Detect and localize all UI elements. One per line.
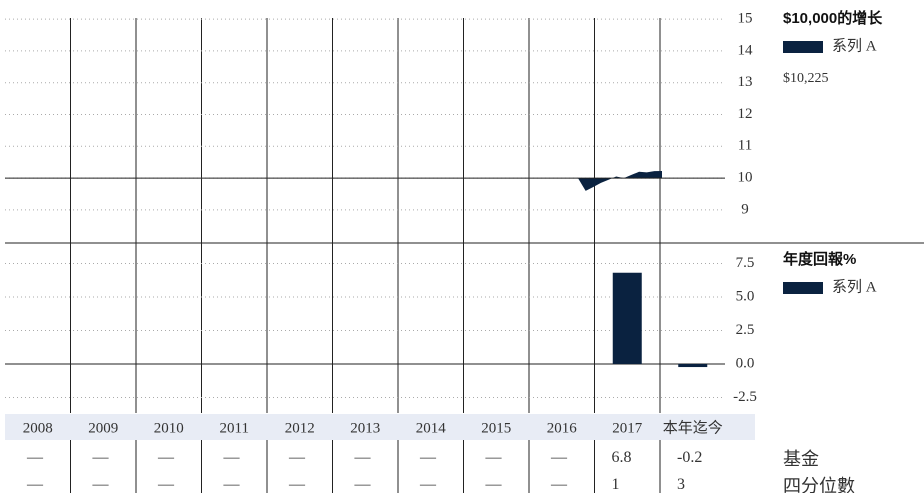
table-cell: — xyxy=(289,476,305,493)
y-tick-label: 14 xyxy=(738,42,754,58)
y-tick-label: -2.5 xyxy=(733,389,757,405)
table-cell: — xyxy=(485,449,502,466)
y-tick-label: 7.5 xyxy=(736,255,755,271)
table-cell: 6.81 xyxy=(611,449,632,493)
x-tick-label: 2009 xyxy=(88,420,118,436)
table-cell: — xyxy=(551,476,567,493)
chart-title: 年度回報% xyxy=(783,250,856,268)
table-cell: — xyxy=(420,449,436,466)
y-tick-label: 12 xyxy=(738,106,753,122)
legend-swatch xyxy=(783,282,823,294)
table-cell: — xyxy=(27,476,43,493)
table-cell: -0.23 xyxy=(677,449,703,493)
y-tick-label: 13 xyxy=(738,74,753,90)
x-tick-label: 2012 xyxy=(285,420,315,436)
chart-title: $10,000的增长 xyxy=(783,9,883,27)
table-cell: — xyxy=(158,476,174,493)
table-cell: — xyxy=(420,476,436,493)
table-cell: — xyxy=(289,449,305,466)
y-tick-label: 2.5 xyxy=(736,322,755,338)
table-cell: — xyxy=(551,449,567,466)
legend-swatch xyxy=(783,41,823,53)
growth-value: $10,225 xyxy=(783,71,829,86)
x-tick-label: 2010 xyxy=(154,420,184,436)
table-cell: — xyxy=(92,476,109,493)
table-cell: — xyxy=(223,449,240,466)
growth-area xyxy=(578,170,662,191)
y-tick-label: 0.0 xyxy=(736,355,755,371)
table-cell: — xyxy=(27,449,43,466)
header-band xyxy=(5,414,755,440)
x-tick-label: 2011 xyxy=(220,420,249,436)
y-tick-label: 9 xyxy=(741,201,749,217)
x-tick-label: 2013 xyxy=(350,420,380,436)
x-tick-label: 2015 xyxy=(481,420,511,436)
legend-label: 系列 A xyxy=(832,278,877,295)
y-tick-label: 11 xyxy=(738,138,752,154)
table-cell: — xyxy=(92,449,109,466)
table-cell: — xyxy=(485,476,502,493)
table-cell: — xyxy=(158,449,174,466)
legend-label: 系列 A xyxy=(832,37,877,54)
x-tick-label: 2014 xyxy=(416,420,447,436)
table-cell: — xyxy=(354,449,371,466)
table-cell: — xyxy=(354,476,371,493)
y-tick-label: 15 xyxy=(738,11,753,27)
x-tick-label: 2016 xyxy=(547,420,578,436)
x-tick-label: 2008 xyxy=(23,420,53,436)
bar xyxy=(612,272,642,364)
row-label: 基金 xyxy=(783,449,819,469)
x-tick-label: 2017 xyxy=(612,420,643,436)
bar xyxy=(678,363,708,368)
table-cell: — xyxy=(223,476,240,493)
y-tick-label: 5.0 xyxy=(736,288,755,304)
x-tick-label: 本年迄今 xyxy=(663,419,723,436)
row-label: 四分位數 xyxy=(783,476,855,493)
y-tick-label: 10 xyxy=(738,170,753,186)
